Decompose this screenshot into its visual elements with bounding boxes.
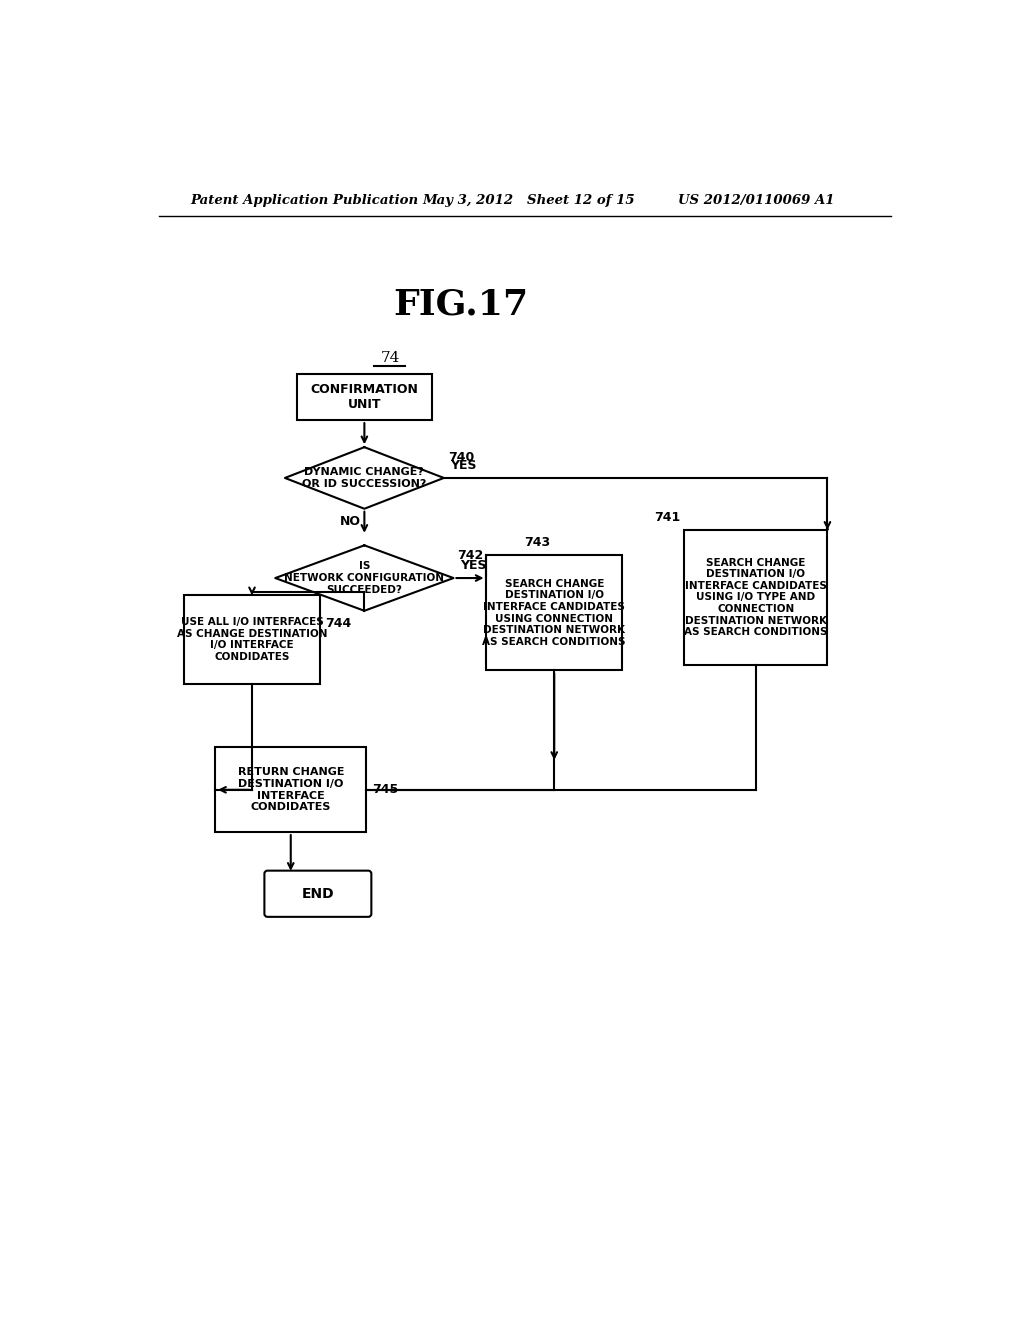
Text: RETURN CHANGE
DESTINATION I/O
INTERFACE
CONDIDATES: RETURN CHANGE DESTINATION I/O INTERFACE … [238,767,344,812]
Text: May 3, 2012   Sheet 12 of 15: May 3, 2012 Sheet 12 of 15 [423,194,635,207]
Text: YES: YES [460,558,486,572]
Text: 744: 744 [326,616,352,630]
Text: SEARCH CHANGE
DESTINATION I/O
INTERFACE CANDIDATES
USING I/O TYPE AND
CONNECTION: SEARCH CHANGE DESTINATION I/O INTERFACE … [684,557,827,638]
Text: FIG.17: FIG.17 [393,288,528,322]
Text: 743: 743 [524,536,550,549]
Text: USE ALL I/O INTERFACES
AS CHANGE DESTINATION
I/O INTERFACE
CONDIDATES: USE ALL I/O INTERFACES AS CHANGE DESTINA… [177,618,328,663]
Bar [486,554,622,671]
Text: 740: 740 [447,451,474,465]
Text: US 2012/0110069 A1: US 2012/0110069 A1 [678,194,835,207]
Text: Patent Application Publication: Patent Application Publication [190,194,418,207]
Text: NO: NO [340,515,360,528]
Text: 741: 741 [654,511,680,524]
Text: YES: YES [450,459,476,471]
FancyBboxPatch shape [264,871,372,917]
Text: 74: 74 [380,351,399,364]
Bar [215,747,367,832]
Text: NO: NO [288,616,309,630]
Text: IS
NETWORK CONFIGURATION
SUCCEEDED?: IS NETWORK CONFIGURATION SUCCEEDED? [285,561,444,594]
Bar [184,595,319,684]
Text: 745: 745 [373,783,398,796]
Polygon shape [285,447,443,508]
Text: END: END [301,887,334,900]
Bar [684,529,827,665]
Text: CONFIRMATION
UNIT: CONFIRMATION UNIT [310,383,419,411]
Polygon shape [275,545,454,611]
Text: 742: 742 [458,549,483,562]
Text: SEARCH CHANGE
DESTINATION I/O
INTERFACE CANDIDATES
USING CONNECTION
DESTINATION : SEARCH CHANGE DESTINATION I/O INTERFACE … [482,578,626,647]
Text: DYNAMIC CHANGE?
OR ID SUCCESSION?: DYNAMIC CHANGE? OR ID SUCCESSION? [302,467,427,488]
Bar [297,374,432,420]
